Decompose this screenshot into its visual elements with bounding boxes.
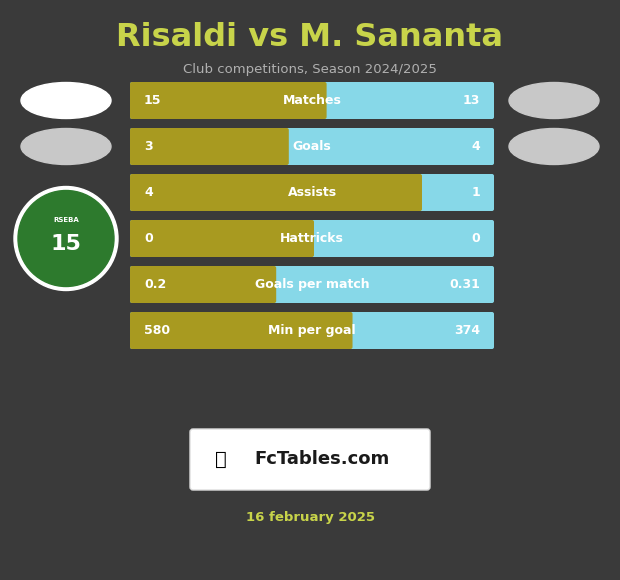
Circle shape [14, 187, 118, 291]
Text: FcTables.com: FcTables.com [254, 451, 389, 469]
Text: 0.31: 0.31 [449, 278, 480, 291]
Text: 15: 15 [144, 94, 161, 107]
FancyBboxPatch shape [130, 266, 494, 303]
Text: 4: 4 [144, 186, 153, 199]
FancyBboxPatch shape [130, 82, 327, 119]
Text: Assists: Assists [288, 186, 337, 199]
Text: Goals: Goals [293, 140, 331, 153]
Text: Min per goal: Min per goal [268, 324, 356, 337]
FancyBboxPatch shape [130, 82, 494, 119]
Text: Goals per match: Goals per match [255, 278, 370, 291]
Ellipse shape [21, 129, 111, 165]
Text: 0: 0 [471, 232, 480, 245]
Text: 📊: 📊 [215, 450, 227, 469]
Text: RSEBA: RSEBA [53, 218, 79, 223]
Ellipse shape [21, 82, 111, 118]
FancyBboxPatch shape [130, 128, 289, 165]
FancyBboxPatch shape [190, 429, 430, 490]
Text: Risaldi vs M. Sananta: Risaldi vs M. Sananta [117, 21, 503, 53]
FancyBboxPatch shape [130, 312, 353, 349]
Text: 15: 15 [51, 234, 81, 253]
Text: 580: 580 [144, 324, 170, 337]
Text: 374: 374 [454, 324, 480, 337]
Text: 1: 1 [471, 186, 480, 199]
Text: 4: 4 [471, 140, 480, 153]
FancyBboxPatch shape [130, 174, 494, 211]
Text: 0: 0 [144, 232, 153, 245]
Circle shape [18, 190, 114, 287]
Text: Matches: Matches [283, 94, 342, 107]
FancyBboxPatch shape [130, 266, 276, 303]
Ellipse shape [509, 129, 599, 165]
Text: Hattricks: Hattricks [280, 232, 344, 245]
FancyBboxPatch shape [130, 128, 494, 165]
Ellipse shape [509, 82, 599, 118]
Text: 13: 13 [463, 94, 480, 107]
FancyBboxPatch shape [130, 220, 494, 257]
Text: 3: 3 [144, 140, 153, 153]
Text: 16 february 2025: 16 february 2025 [246, 512, 374, 524]
Text: 0.2: 0.2 [144, 278, 166, 291]
Text: Club competitions, Season 2024/2025: Club competitions, Season 2024/2025 [183, 63, 437, 77]
FancyBboxPatch shape [130, 312, 494, 349]
FancyBboxPatch shape [130, 220, 314, 257]
FancyBboxPatch shape [130, 174, 422, 211]
